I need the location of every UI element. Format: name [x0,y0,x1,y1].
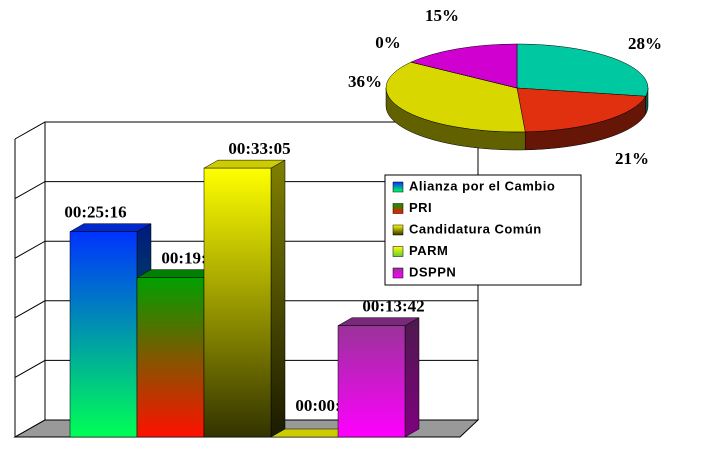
data-label: 36% [348,72,382,91]
grid-line [14,359,478,378]
pie-slice [516,43,649,97]
bar [337,325,406,438]
bar [69,231,138,438]
legend-swatch [392,203,404,214]
bar-top [203,159,286,169]
pie-slice [385,61,526,133]
pie-slice [410,43,518,89]
bar-side [404,317,420,438]
legend-label: Alianza por el Cambio [409,178,555,193]
bar-top [337,317,420,326]
bar-top [69,223,152,232]
bar-side [270,159,286,438]
grid-line [14,300,478,319]
data-label: 28% [628,34,662,53]
data-label: 00:13:42 [362,297,424,316]
legend-label: PRI [409,200,432,215]
legend-label: PARM [409,243,448,258]
pie-slice [516,87,647,133]
legend-box [384,174,582,286]
data-label: 00:33:05 [228,139,290,158]
bar [203,167,272,438]
grid-line [14,419,478,438]
legend-swatch [392,224,404,236]
data-label: 0% [375,33,401,52]
data-label: 15% [425,6,459,25]
legend: Alianza por el Cambio PRI Candidatura Comú… [384,174,582,286]
legend-label: DSPPN [409,264,456,279]
legend-swatch [392,181,404,193]
grid-line [14,240,478,259]
grid-line [14,181,478,200]
legend-swatch [392,246,404,257]
legend-label: Candidatura Común [409,221,542,236]
data-label: 21% [615,149,649,168]
data-label: 00:25:16 [64,203,126,222]
legend-swatch [392,267,404,279]
grid-line [14,121,478,140]
bar [136,277,205,438]
